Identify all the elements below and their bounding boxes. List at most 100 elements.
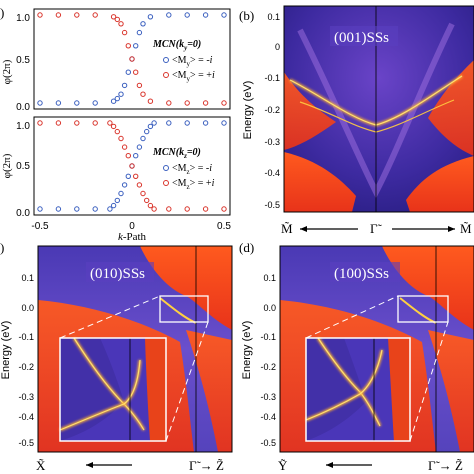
data-point	[136, 82, 143, 89]
panel-b-xaxis: M̃ Γ̃ M̃	[281, 221, 472, 236]
data-point	[110, 98, 117, 104]
data-point	[151, 206, 157, 212]
panel-c-label: )	[0, 240, 4, 255]
tick-label: -0.4	[264, 168, 280, 178]
k-point-label: Γ̃ → Z̃	[428, 458, 463, 473]
data-point	[92, 100, 98, 106]
k-point-label: M̃	[281, 221, 293, 236]
k-point-label: Γ̃	[370, 221, 383, 236]
panel-b-ylabel: Energy (eV)	[242, 81, 254, 140]
data-point	[202, 120, 209, 126]
tick-label: -0.4	[18, 412, 34, 422]
data-point	[133, 153, 139, 159]
tick-label: -0.1	[18, 332, 34, 342]
data-point	[118, 135, 124, 142]
tick-label: 0	[275, 42, 280, 52]
panel-d-title: (100)SSs	[334, 266, 389, 282]
tick-label: -0.3	[18, 392, 34, 402]
tick-label: -0.3	[260, 392, 276, 402]
tick-label: 0.5	[217, 221, 231, 232]
data-point	[121, 144, 128, 150]
data-point	[166, 100, 172, 106]
tick-label: -0.1	[260, 332, 276, 342]
data-point	[184, 206, 190, 212]
bulk-band	[428, 60, 474, 156]
title-box	[330, 262, 400, 282]
data-point	[110, 123, 117, 130]
legend-entry: <My> = +i	[172, 70, 215, 83]
data-point	[221, 100, 227, 106]
data-point	[121, 182, 128, 188]
data-point	[147, 123, 154, 130]
data-point	[118, 21, 124, 27]
panel-d-xaxis: Ỹ Γ̃ → Z̃	[278, 458, 463, 473]
panel-c-yticks: 0.1 0.0 -0.1 -0.2 -0.3 -0.4 -0.5	[18, 273, 34, 448]
legend-entry: <Mz> = +i	[172, 178, 215, 191]
legend-entry: <My> = -i	[172, 55, 213, 68]
panel-b-yticks: 0.1 0 -0.1 -0.2 -0.3 -0.4 -0.5	[264, 12, 280, 210]
tick-label: -0.4	[260, 412, 276, 422]
arrowhead	[448, 226, 455, 232]
k-point-label: Ỹ	[278, 458, 288, 473]
data-point	[55, 120, 62, 126]
data-point	[107, 206, 113, 212]
legend-marker	[163, 72, 169, 78]
tick-label: -0.5	[260, 438, 276, 448]
tick-label: -0.2	[264, 105, 280, 115]
tick-label: 0.0	[263, 303, 276, 313]
data-point	[166, 120, 172, 126]
data-point	[133, 173, 139, 180]
data-point	[202, 100, 209, 106]
data-point	[118, 91, 124, 97]
tick-label: 0.1	[267, 12, 280, 22]
data-point	[136, 144, 143, 150]
data-point	[55, 206, 62, 212]
data-point	[140, 91, 146, 97]
data-point	[37, 120, 43, 126]
arrowhead	[326, 462, 333, 468]
bulk-band	[284, 152, 356, 212]
data-point	[221, 206, 227, 212]
bulk-band	[406, 156, 474, 212]
surface-state	[305, 349, 383, 421]
panel-a-bottom-legend: MCN(kz=0) <Mz> = -i <Mz> = +i	[152, 147, 215, 191]
surface-state	[59, 359, 141, 431]
data-point	[136, 182, 143, 188]
data-point	[74, 120, 80, 126]
data-point	[166, 12, 172, 18]
tick-label: -0.5	[18, 438, 34, 448]
panel-b-heatmap	[284, 6, 474, 212]
panel-c-inset	[59, 337, 167, 442]
tick-label: -0.1	[264, 73, 280, 83]
data-point	[37, 206, 43, 212]
zoom-connector	[409, 321, 449, 442]
panel-a-top-ylabel: φ(2π)	[1, 59, 13, 84]
tick-label: -0.5	[31, 221, 49, 232]
data-point	[133, 43, 139, 49]
tick-label: -0.2	[18, 362, 34, 372]
arrowhead	[300, 226, 307, 232]
panel-a-bottom-frame	[33, 116, 231, 216]
bulk-band	[284, 72, 336, 150]
data-point	[92, 120, 98, 126]
data-point	[55, 12, 62, 18]
k-point-label: X̃	[36, 458, 46, 473]
zoom-region	[159, 295, 209, 323]
zoom-region	[397, 295, 449, 323]
tick-label: 0.0	[16, 208, 30, 219]
tick-label: 0.5	[16, 161, 30, 172]
data-point	[55, 100, 62, 106]
legend-marker	[163, 57, 169, 63]
tick-label: -0.2	[260, 362, 276, 372]
legend-marker	[163, 180, 169, 186]
panel-a-top-points	[37, 12, 227, 106]
tick-label: 1.0	[16, 121, 30, 132]
data-point	[144, 197, 150, 204]
panel-d-ylabel: Energy (eV)	[241, 321, 253, 380]
data-point	[74, 12, 80, 18]
panel-c-ylabel: Energy (eV)	[0, 321, 12, 380]
bulk-band	[428, 330, 474, 452]
data-point	[140, 190, 146, 197]
panel-d-inset	[305, 337, 411, 442]
tick-label: 0.1	[263, 273, 276, 283]
